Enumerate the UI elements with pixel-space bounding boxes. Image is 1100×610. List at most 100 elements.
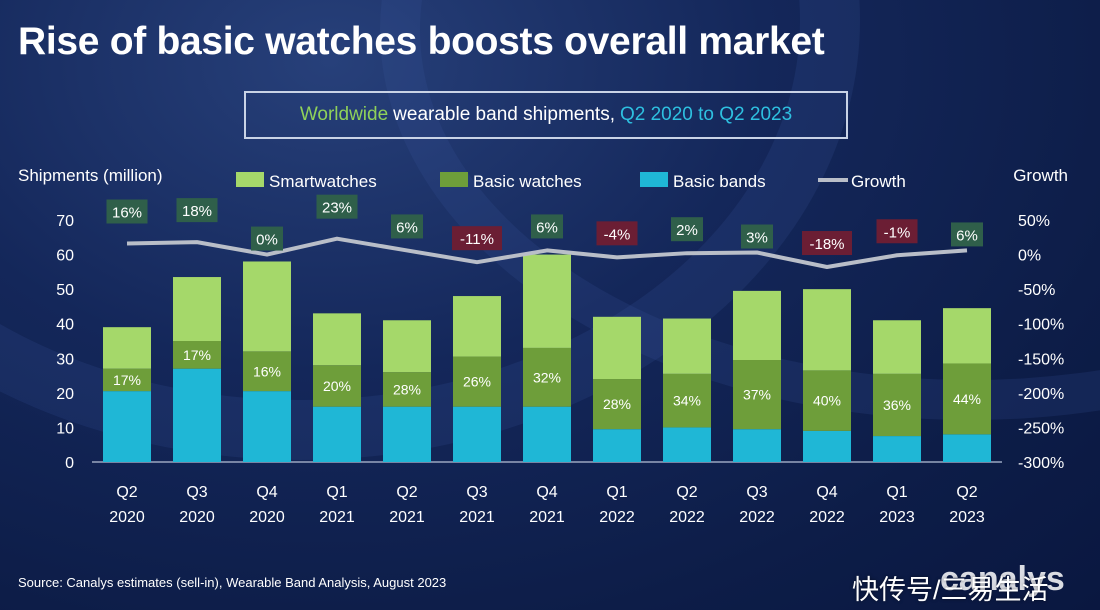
bar-smartwatches (103, 327, 151, 369)
y-tick-label: 40 (56, 317, 74, 334)
bar-basic-bands (873, 436, 921, 462)
y2-axis-title: Growth (1013, 166, 1068, 185)
bar-basic-bands (733, 429, 781, 462)
x-tick-year: 2022 (669, 509, 705, 526)
growth-value-label: 16% (112, 205, 142, 222)
growth-value-box (671, 217, 703, 242)
bar-basic-bands (383, 406, 431, 462)
x-tick-year: 2022 (809, 509, 845, 526)
bar-smartwatches (873, 320, 921, 374)
y2-tick-label: -300% (1018, 455, 1064, 472)
bar-smartwatches (383, 320, 431, 373)
x-tick-quarter: Q3 (746, 484, 767, 501)
basic-watch-share-label: 17% (113, 372, 141, 388)
basic-watch-share-label: 17% (183, 347, 211, 363)
growth-value-label: 18% (182, 203, 212, 220)
growth-value-box (251, 226, 283, 251)
bar-basic-watches (663, 373, 711, 428)
x-tick-quarter: Q3 (466, 484, 487, 501)
x-tick-year: 2021 (319, 509, 355, 526)
y2-tick-label: -50% (1018, 282, 1055, 299)
x-tick-quarter: Q4 (536, 484, 557, 501)
basic-watch-share-label: 37% (743, 387, 771, 403)
legend-label: Basic bands (673, 172, 766, 191)
y2-tick-label: 0% (1018, 248, 1041, 265)
growth-value-box (531, 214, 563, 239)
bar-smartwatches (453, 296, 501, 357)
bar-basic-bands (103, 391, 151, 462)
x-tick-year: 2022 (739, 509, 775, 526)
growth-value-box (452, 226, 502, 251)
bar-basic-bands (803, 430, 851, 462)
basic-watch-share-label: 34% (673, 393, 701, 409)
basic-watch-share-label: 40% (813, 393, 841, 409)
bar-smartwatches (313, 313, 361, 366)
bar-basic-watches (313, 365, 361, 407)
bar-smartwatches (243, 261, 291, 352)
x-tick-quarter: Q1 (326, 484, 347, 501)
y-tick-label: 70 (56, 213, 74, 230)
canalys-logo: canalys (940, 560, 1065, 598)
subtitle-period: Q2 2020 to Q2 2023 (619, 104, 793, 125)
bar-basic-bands (313, 406, 361, 462)
x-tick-quarter: Q4 (816, 484, 837, 501)
y-tick-label: 30 (56, 351, 74, 368)
basic-watch-share-label: 28% (603, 396, 631, 412)
growth-value-label: 6% (536, 219, 558, 236)
page-title: Rise of basic watches boosts overall mar… (18, 20, 825, 63)
y-tick-label: 20 (56, 386, 74, 403)
growth-value-label: 3% (746, 229, 768, 246)
bar-smartwatches (663, 318, 711, 374)
chart-subtitle: Worldwide wearable band shipments, Q2 20… (244, 91, 848, 139)
bar-basic-bands (453, 406, 501, 462)
x-tick-year: 2021 (459, 509, 495, 526)
y2-tick-label: -250% (1018, 420, 1064, 437)
x-tick-quarter: Q4 (256, 484, 277, 501)
y-axis-title: Shipments (million) (18, 166, 163, 185)
x-tick-quarter: Q2 (956, 484, 977, 501)
growth-value-label: -18% (809, 236, 844, 253)
basic-watch-share-label: 16% (253, 363, 281, 379)
x-tick-quarter: Q3 (186, 484, 207, 501)
x-tick-year: 2023 (949, 509, 985, 526)
subtitle-metric: wearable band shipments, (393, 104, 615, 125)
x-tick-year: 2020 (179, 509, 215, 526)
bar-basic-watches (803, 370, 851, 431)
growth-value-box (741, 224, 773, 249)
basic-watch-share-label: 44% (953, 391, 981, 407)
y2-tick-label: 50% (1018, 213, 1050, 230)
growth-value-box (802, 231, 852, 256)
x-tick-year: 2022 (599, 509, 635, 526)
bar-basic-bands (243, 391, 291, 462)
y2-tick-label: -200% (1018, 386, 1064, 403)
x-tick-year: 2020 (109, 509, 145, 526)
source-note: Source: Canalys estimates (sell-in), Wea… (18, 575, 447, 590)
basic-watch-share-label: 32% (533, 369, 561, 385)
growth-value-label: -11% (460, 231, 494, 248)
bar-smartwatches (173, 277, 221, 341)
growth-value-box (876, 219, 918, 244)
bar-basic-watches (943, 363, 991, 435)
x-tick-quarter: Q2 (676, 484, 697, 501)
bar-basic-watches (523, 347, 571, 407)
bar-basic-bands (523, 406, 571, 462)
x-tick-quarter: Q1 (606, 484, 627, 501)
x-tick-year: 2021 (389, 509, 425, 526)
y-tick-label: 10 (56, 420, 74, 437)
bar-smartwatches (523, 254, 571, 348)
growth-line (126, 236, 968, 270)
bar-basic-watches (593, 379, 641, 430)
bar-smartwatches (733, 290, 781, 361)
bar-basic-watches (173, 341, 221, 369)
basic-watch-share-label: 20% (323, 378, 351, 394)
growth-value-box (316, 194, 358, 219)
bar-basic-watches (103, 368, 151, 392)
growth-value-box (391, 214, 423, 239)
bar-basic-watches (873, 373, 921, 437)
growth-value-label: 0% (256, 232, 278, 249)
legend-swatch (236, 172, 264, 187)
bar-basic-bands (593, 429, 641, 462)
x-tick-quarter: Q1 (886, 484, 907, 501)
